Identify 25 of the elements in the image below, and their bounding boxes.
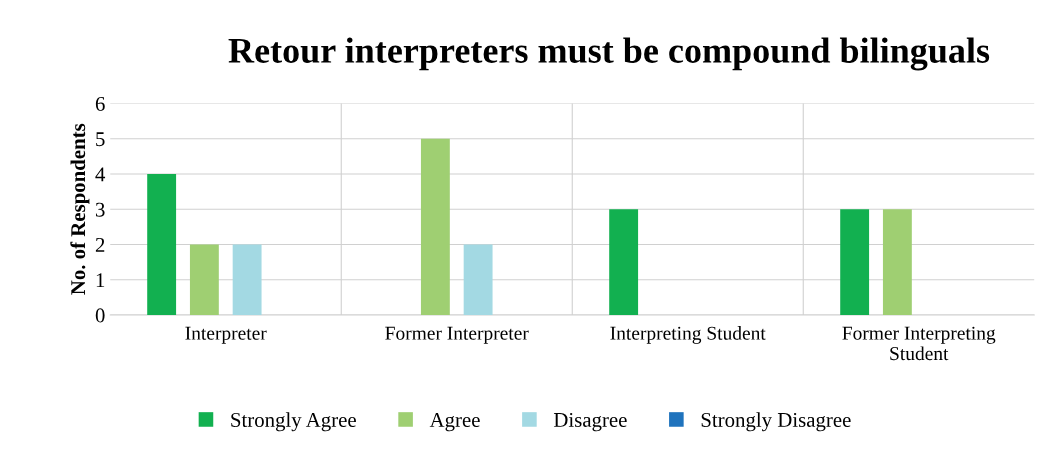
bar xyxy=(609,209,639,315)
bar xyxy=(463,244,493,315)
x-tick-label: Former Interpreting Student xyxy=(842,326,996,361)
bar xyxy=(189,244,219,315)
y-axis-title: No. of Respondents xyxy=(70,123,90,295)
y-tick-label: 2 xyxy=(95,237,105,252)
y-tick-label: 6 xyxy=(95,96,105,111)
y-tick-label: 1 xyxy=(96,273,105,287)
x-tick-label: Interpreter xyxy=(185,326,267,344)
y-tick-label: 3 xyxy=(95,202,105,217)
y-tick-label: 0 xyxy=(95,308,105,323)
legend-label: Strongly Agree xyxy=(231,412,356,432)
bar xyxy=(840,209,870,315)
chart-title: Retour interpreters must be compound bilinguals xyxy=(228,37,990,71)
legend-label: Agree xyxy=(429,413,480,432)
legend-label: Disagree xyxy=(553,412,627,432)
legend-label: Strongly Disagree xyxy=(701,412,851,432)
x-tick-label: Interpreting Student xyxy=(610,326,766,344)
bar xyxy=(882,209,912,315)
y-tick-label: 4 xyxy=(95,167,106,182)
y-tick-label: 5 xyxy=(96,132,105,147)
bar xyxy=(147,174,177,315)
bar xyxy=(420,138,450,315)
x-tick-label: Former Interpreter xyxy=(385,326,529,344)
bar xyxy=(232,244,262,315)
